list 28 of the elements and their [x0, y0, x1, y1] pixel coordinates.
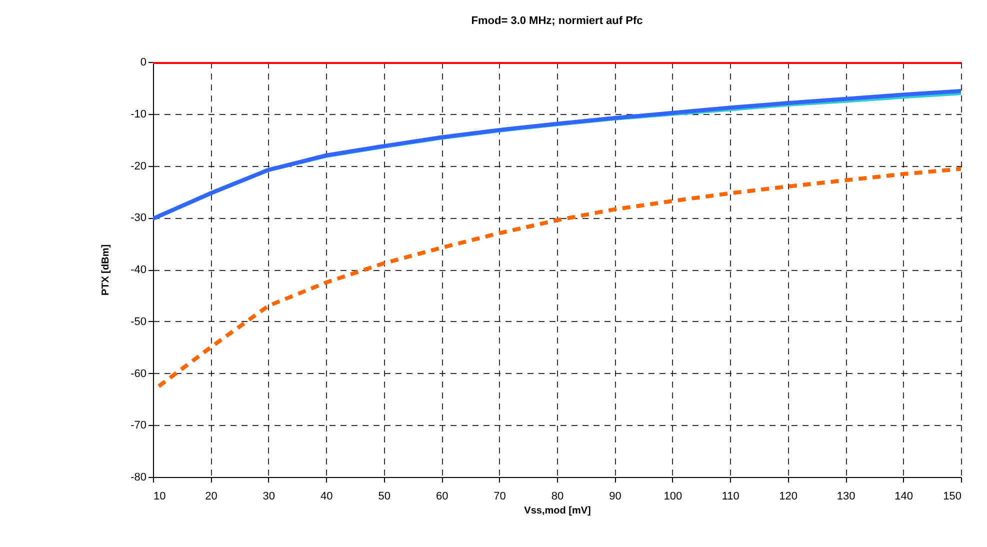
x-tick-label: 30: [262, 490, 276, 502]
y-tick-label: -80: [130, 472, 146, 484]
y-axis-title: PTX [dBm]: [100, 244, 112, 296]
y-tick-label: -60: [130, 368, 146, 380]
x-tick-label: 140: [894, 490, 913, 502]
y-tick-label: -40: [130, 264, 146, 276]
chart-title: Fmod= 3.0 MHz; normiert auf Pfc: [471, 15, 643, 27]
x-tick-label: 110: [722, 490, 740, 502]
x-tick-label: 70: [494, 490, 506, 502]
y-tick-label: -50: [130, 316, 146, 328]
x-tick-label: 150: [943, 490, 962, 502]
line-series: [156, 166, 961, 388]
y-tick-label: -10: [130, 108, 146, 120]
x-tick-label: 100: [664, 490, 682, 502]
x-tick-label: 130: [836, 490, 856, 502]
y-tick-label: 0: [140, 56, 146, 68]
y-tick-label: -20: [130, 160, 146, 172]
x-tick-label: 80: [551, 490, 564, 502]
x-tick-label: 120: [779, 490, 798, 502]
x-tick-label: 20: [205, 490, 218, 502]
x-tick-label: 10: [154, 490, 166, 502]
x-tick-label: 90: [609, 490, 622, 502]
y-tick-label: -30: [130, 212, 146, 224]
x-tick-label: 40: [320, 490, 333, 502]
x-tick-label: 60: [436, 490, 448, 502]
x-axis-title: Vss,mod [mV]: [524, 506, 591, 516]
x-tick-label: 50: [378, 490, 390, 502]
y-tick-label: -70: [130, 420, 146, 432]
